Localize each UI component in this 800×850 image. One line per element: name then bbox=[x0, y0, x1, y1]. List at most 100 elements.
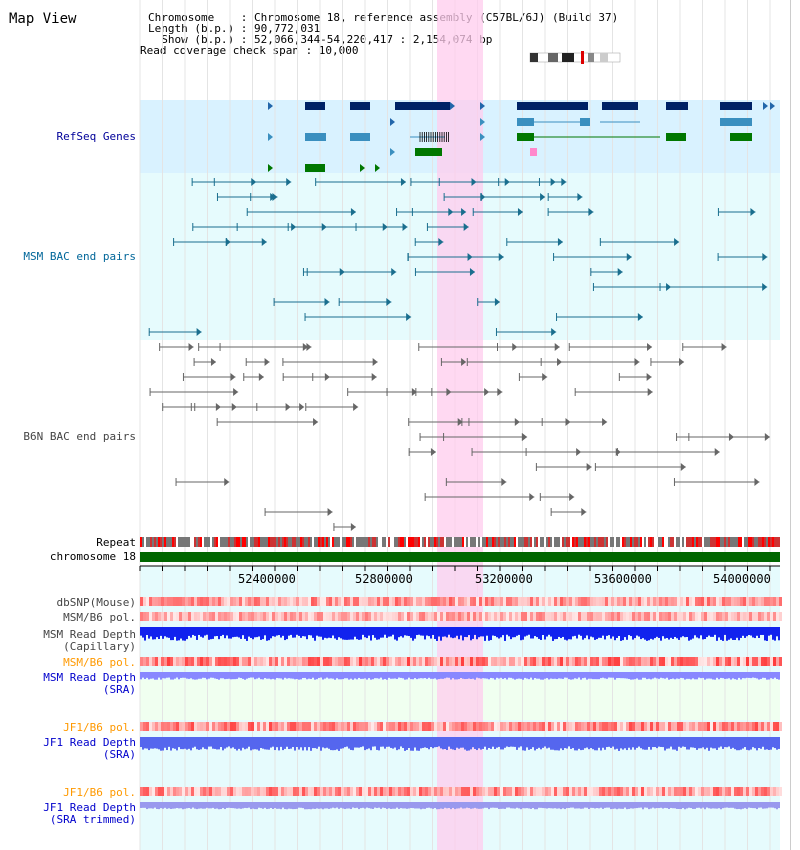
repeat-element[interactable] bbox=[588, 537, 590, 547]
heatmap-cell[interactable] bbox=[440, 597, 443, 606]
heatmap-cell[interactable] bbox=[773, 657, 776, 666]
depth-bar[interactable] bbox=[192, 627, 194, 635]
heatmap-cell[interactable] bbox=[194, 612, 197, 621]
heatmap-cell[interactable] bbox=[206, 597, 209, 606]
depth-bar[interactable] bbox=[426, 672, 428, 679]
heatmap-cell[interactable] bbox=[521, 597, 524, 606]
repeat-element[interactable] bbox=[778, 537, 780, 547]
heatmap-cell[interactable] bbox=[401, 722, 404, 731]
heatmap-cell[interactable] bbox=[428, 597, 431, 606]
depth-bar[interactable] bbox=[718, 627, 720, 638]
heatmap-cell[interactable] bbox=[764, 612, 767, 621]
bac-end-arrow[interactable] bbox=[430, 448, 436, 456]
depth-bar[interactable] bbox=[146, 672, 148, 678]
heatmap-cell[interactable] bbox=[251, 597, 254, 606]
depth-bar[interactable] bbox=[412, 627, 414, 641]
depth-bar[interactable] bbox=[540, 627, 542, 640]
heatmap-cell[interactable] bbox=[257, 612, 260, 621]
depth-bar[interactable] bbox=[554, 627, 556, 640]
heatmap-cell[interactable] bbox=[617, 787, 620, 796]
depth-bar[interactable] bbox=[448, 737, 450, 747]
heatmap-cell[interactable] bbox=[434, 722, 437, 731]
depth-bar[interactable] bbox=[644, 672, 646, 678]
heatmap-cell[interactable] bbox=[350, 597, 353, 606]
depth-bar[interactable] bbox=[478, 672, 480, 679]
bac-end-arrow[interactable] bbox=[586, 463, 592, 471]
heatmap-cell[interactable] bbox=[764, 597, 767, 606]
depth-bar[interactable] bbox=[574, 802, 576, 809]
depth-bar[interactable] bbox=[668, 802, 670, 809]
heatmap-cell[interactable] bbox=[365, 722, 368, 731]
repeat-gap[interactable] bbox=[656, 537, 658, 547]
heatmap-cell[interactable] bbox=[338, 612, 341, 621]
depth-bar[interactable] bbox=[366, 802, 368, 808]
depth-bar[interactable] bbox=[174, 737, 176, 749]
depth-bar[interactable] bbox=[232, 802, 234, 809]
depth-bar[interactable] bbox=[572, 802, 574, 808]
bac-end-arrow[interactable] bbox=[626, 253, 632, 261]
depth-bar[interactable] bbox=[630, 672, 632, 680]
repeat-element[interactable] bbox=[270, 537, 272, 547]
heatmap-cell[interactable] bbox=[605, 597, 608, 606]
depth-bar[interactable] bbox=[222, 737, 224, 751]
bac-end-arrow[interactable] bbox=[188, 343, 194, 351]
bac-end-arrow[interactable] bbox=[469, 268, 475, 276]
heatmap-cell[interactable] bbox=[335, 612, 338, 621]
heatmap-cell[interactable] bbox=[662, 612, 665, 621]
repeat-element[interactable] bbox=[530, 537, 532, 547]
heatmap-cell[interactable] bbox=[266, 657, 269, 666]
heatmap-cell[interactable] bbox=[668, 612, 671, 621]
depth-bar[interactable] bbox=[670, 802, 672, 808]
depth-bar[interactable] bbox=[678, 802, 680, 809]
depth-bar[interactable] bbox=[228, 737, 230, 747]
depth-bar[interactable] bbox=[698, 672, 700, 678]
heatmap-cell[interactable] bbox=[626, 787, 629, 796]
depth-bar[interactable] bbox=[236, 672, 238, 679]
heatmap-cell[interactable] bbox=[503, 722, 506, 731]
heatmap-cell[interactable] bbox=[659, 722, 662, 731]
repeat-element[interactable] bbox=[594, 537, 596, 547]
heatmap-cell[interactable] bbox=[140, 612, 143, 621]
depth-bar[interactable] bbox=[562, 737, 564, 751]
depth-bar[interactable] bbox=[238, 737, 240, 749]
heatmap-cell[interactable] bbox=[725, 597, 728, 606]
depth-bar[interactable] bbox=[602, 802, 604, 809]
heatmap-cell[interactable] bbox=[575, 722, 578, 731]
heatmap-cell[interactable] bbox=[446, 722, 449, 731]
heatmap-cell[interactable] bbox=[329, 597, 332, 606]
depth-bar[interactable] bbox=[186, 672, 188, 679]
depth-bar[interactable] bbox=[628, 672, 630, 679]
bac-end-arrow[interactable] bbox=[471, 178, 477, 186]
heatmap-cell[interactable] bbox=[377, 787, 380, 796]
repeat-gap[interactable] bbox=[646, 537, 648, 547]
repeat-element[interactable] bbox=[326, 537, 328, 547]
heatmap-cell[interactable] bbox=[659, 597, 662, 606]
depth-bar[interactable] bbox=[700, 627, 702, 636]
depth-bar[interactable] bbox=[332, 627, 334, 636]
heatmap-cell[interactable] bbox=[410, 657, 413, 666]
depth-bar[interactable] bbox=[684, 802, 686, 810]
heatmap-cell[interactable] bbox=[332, 657, 335, 666]
heatmap-cell[interactable] bbox=[545, 722, 548, 731]
heatmap-cell[interactable] bbox=[275, 657, 278, 666]
heatmap-cell[interactable] bbox=[779, 612, 782, 621]
heatmap-cell[interactable] bbox=[626, 597, 629, 606]
repeat-gap[interactable] bbox=[664, 537, 666, 547]
depth-bar[interactable] bbox=[286, 737, 288, 747]
heatmap-cell[interactable] bbox=[146, 657, 149, 666]
heatmap-cell[interactable] bbox=[500, 787, 503, 796]
depth-bar[interactable] bbox=[446, 672, 448, 678]
heatmap-cell[interactable] bbox=[233, 722, 236, 731]
heatmap-cell[interactable] bbox=[209, 612, 212, 621]
heatmap-cell[interactable] bbox=[311, 612, 314, 621]
depth-bar[interactable] bbox=[224, 802, 226, 810]
depth-bar[interactable] bbox=[278, 802, 280, 809]
depth-bar[interactable] bbox=[682, 737, 684, 747]
depth-bar[interactable] bbox=[598, 737, 600, 748]
depth-bar[interactable] bbox=[252, 737, 254, 750]
depth-bar[interactable] bbox=[494, 627, 496, 636]
depth-bar[interactable] bbox=[246, 802, 248, 809]
heatmap-cell[interactable] bbox=[602, 722, 605, 731]
depth-bar[interactable] bbox=[332, 672, 334, 679]
depth-bar[interactable] bbox=[752, 737, 754, 748]
